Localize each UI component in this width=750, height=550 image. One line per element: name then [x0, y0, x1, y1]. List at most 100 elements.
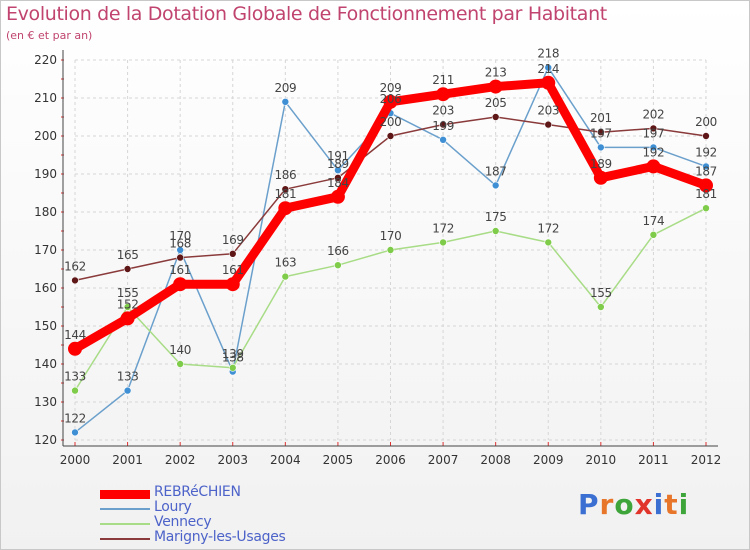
data-point	[225, 277, 240, 292]
data-point	[649, 124, 658, 133]
legend: REBRéCHIEN Loury Vennecy Marigny-les-Usages	[100, 484, 400, 546]
data-label: 155	[117, 286, 139, 300]
data-point	[439, 136, 447, 144]
data-point	[541, 75, 556, 90]
y-tick-label: 120	[34, 433, 57, 447]
data-label: 155	[590, 286, 612, 300]
line-chart: 2000 2001 2002 2003 2004 2005 2006 2007 2008 2009…	[34, 47, 722, 467]
data-label: 144	[64, 328, 86, 342]
data-label: 133	[117, 370, 139, 384]
data-label: 175	[485, 210, 507, 224]
logo-letter: o	[614, 488, 635, 521]
data-label: 197	[643, 126, 665, 140]
data-label: 189	[590, 157, 612, 171]
legend-swatch	[100, 538, 150, 540]
data-point	[491, 113, 500, 121]
proxiti-logo: Proxiti	[578, 488, 689, 521]
data-label: 191	[327, 149, 349, 163]
logo-letter: i	[678, 488, 690, 521]
y-tick-label: 160	[34, 281, 57, 295]
y-tick-label: 140	[34, 357, 57, 371]
data-label: 161	[222, 263, 244, 277]
data-point	[386, 246, 395, 254]
legend-label: Marigny-les-Usages	[154, 529, 286, 545]
data-label: 162	[64, 259, 86, 273]
legend-item: Marigny-les-Usages	[100, 529, 400, 546]
y-tick-label: 130	[34, 395, 57, 409]
data-label: 172	[537, 221, 559, 235]
data-point	[491, 227, 500, 235]
data-label: 203	[432, 104, 454, 118]
data-point	[702, 132, 710, 140]
data-point	[593, 170, 608, 185]
data-point	[281, 272, 290, 281]
data-point	[439, 238, 447, 247]
data-point	[646, 159, 661, 174]
data-label: 209	[380, 81, 402, 95]
data-point	[544, 238, 553, 247]
data-point	[123, 386, 132, 395]
data-label: 218	[537, 47, 559, 61]
data-point	[176, 360, 184, 368]
data-point	[330, 189, 345, 204]
data-label: 192	[643, 145, 665, 159]
data-point	[334, 261, 342, 270]
series-layer	[68, 63, 713, 437]
data-label: 140	[169, 343, 191, 357]
legend-item: REBRéCHIEN	[100, 484, 400, 501]
data-label: 133	[64, 370, 86, 384]
data-point	[123, 303, 132, 311]
data-point	[120, 311, 135, 326]
legend-swatch	[100, 489, 150, 499]
logo-letter: P	[578, 488, 600, 521]
x-tick-label: 2012	[691, 453, 722, 467]
data-point	[173, 277, 188, 292]
data-point	[702, 204, 710, 212]
data-point	[439, 120, 447, 129]
data-label: 203	[537, 104, 559, 118]
y-tick-label: 210	[34, 91, 57, 105]
logo-letter: t	[664, 488, 679, 521]
data-point	[436, 87, 451, 102]
data-point	[334, 166, 342, 174]
data-point	[123, 265, 132, 273]
series-Vennecy	[71, 204, 710, 395]
data-label: 197	[590, 126, 612, 140]
data-label: 206	[380, 92, 402, 106]
data-label: 169	[222, 233, 244, 247]
data-point	[334, 174, 342, 182]
data-label: 187	[485, 164, 507, 178]
y-tick-label: 220	[34, 53, 57, 67]
y-tick-label: 150	[34, 319, 57, 333]
data-point	[176, 246, 184, 254]
data-point	[71, 386, 79, 395]
x-tick-label: 2007	[428, 453, 459, 467]
data-label: 170	[380, 229, 402, 243]
x-tick-label: 2009	[533, 453, 564, 467]
data-label: 163	[274, 256, 296, 270]
legend-item: Vennecy	[100, 514, 400, 531]
series-REBRéCHIEN	[68, 75, 713, 356]
data-point	[278, 201, 293, 216]
x-tick-label: 2004	[270, 453, 301, 467]
data-label: 205	[485, 96, 507, 110]
data-point	[71, 276, 79, 285]
data-label: 209	[274, 81, 296, 95]
data-label: 181	[695, 187, 717, 201]
data-label: 214	[537, 62, 559, 76]
data-point	[228, 250, 237, 258]
data-point	[281, 98, 290, 106]
x-tick-label: 2002	[165, 453, 196, 467]
data-point	[649, 143, 658, 152]
data-point	[699, 178, 713, 193]
data-point	[597, 128, 605, 136]
data-point	[68, 341, 82, 356]
data-point	[281, 185, 290, 193]
x-tick-label: 2006	[375, 453, 406, 467]
data-label: 166	[327, 244, 349, 258]
data-label: 170	[169, 229, 191, 243]
x-tick-label: 2000	[60, 453, 91, 467]
data-label: 200	[695, 115, 717, 129]
data-point	[383, 94, 398, 109]
legend-label: Vennecy	[154, 514, 212, 530]
